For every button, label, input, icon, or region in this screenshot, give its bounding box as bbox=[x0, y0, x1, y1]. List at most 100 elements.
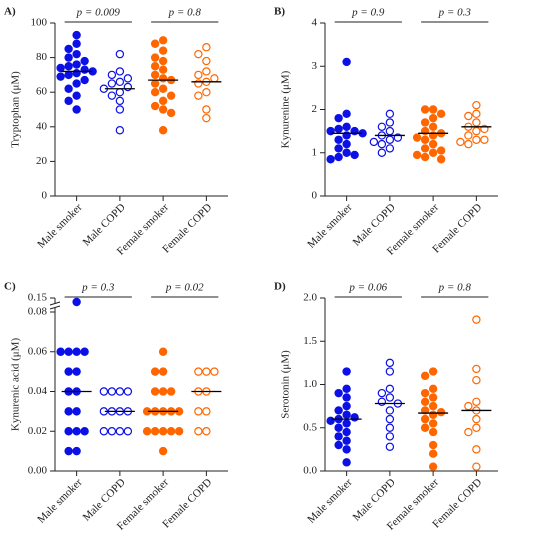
data-point bbox=[326, 155, 335, 164]
data-point bbox=[166, 427, 176, 436]
data-point bbox=[158, 446, 168, 456]
data-point bbox=[420, 105, 430, 114]
data-point bbox=[115, 87, 125, 97]
y-tick-label: 0.04 bbox=[28, 385, 48, 397]
data-point bbox=[350, 413, 359, 422]
data-point bbox=[342, 122, 351, 132]
x-tick-label: Male smoker bbox=[35, 476, 85, 526]
data-point bbox=[385, 432, 395, 441]
data-point bbox=[150, 101, 160, 111]
data-point bbox=[334, 388, 343, 398]
data-point bbox=[115, 427, 125, 436]
data-point bbox=[64, 96, 73, 106]
data-point bbox=[115, 77, 125, 87]
data-point bbox=[342, 410, 351, 419]
data-point bbox=[472, 445, 481, 454]
axis-break bbox=[49, 305, 61, 310]
y-tick-label: 20 bbox=[36, 155, 48, 167]
data-point bbox=[150, 427, 160, 436]
data-point bbox=[342, 109, 351, 119]
data-point bbox=[334, 406, 343, 415]
data-point bbox=[472, 414, 481, 424]
data-point bbox=[412, 133, 422, 142]
data-point bbox=[194, 427, 203, 436]
data-point bbox=[428, 393, 438, 402]
data-point bbox=[377, 139, 387, 149]
data-point bbox=[464, 427, 473, 437]
data-point bbox=[464, 131, 473, 140]
data-point bbox=[342, 148, 351, 157]
data-point bbox=[428, 122, 438, 132]
data-point bbox=[420, 118, 430, 127]
data-point bbox=[158, 65, 168, 74]
data-point bbox=[428, 440, 438, 450]
data-point bbox=[115, 126, 125, 135]
data-point bbox=[115, 96, 125, 106]
data-point bbox=[150, 79, 160, 88]
data-point bbox=[72, 407, 81, 416]
data-point bbox=[385, 384, 395, 394]
data-point bbox=[202, 407, 211, 416]
data-point bbox=[158, 105, 168, 114]
data-point bbox=[107, 70, 117, 80]
axis-break-gap bbox=[49, 304, 61, 308]
data-point bbox=[158, 367, 168, 376]
data-point bbox=[334, 423, 343, 432]
data-point bbox=[123, 82, 133, 92]
data-point bbox=[194, 70, 203, 80]
data-point bbox=[428, 410, 438, 419]
x-tick-label: Male COPD bbox=[351, 476, 398, 523]
data-point bbox=[385, 144, 395, 153]
data-point bbox=[202, 43, 211, 52]
data-point bbox=[107, 427, 117, 436]
y-axis-label: Serotonin (μM) bbox=[280, 350, 292, 419]
data-point bbox=[428, 105, 438, 114]
data-point bbox=[420, 397, 430, 407]
data-point bbox=[150, 62, 160, 71]
data-point bbox=[420, 152, 430, 162]
y-tick-label: 0.0 bbox=[303, 465, 317, 477]
data-point bbox=[342, 436, 351, 445]
data-point bbox=[123, 427, 133, 436]
data-point bbox=[150, 87, 160, 97]
panel: C) Kynurenic acid (μM) 0.00 0.02 0.04 0.06 0.0… bbox=[4, 281, 228, 533]
data-point bbox=[150, 39, 160, 48]
panel-label: D) bbox=[274, 281, 286, 293]
data-point bbox=[428, 113, 438, 123]
data-point bbox=[80, 56, 89, 66]
data-point bbox=[202, 367, 211, 376]
p-value: p = 0.009 bbox=[76, 7, 121, 19]
data-point bbox=[194, 407, 203, 416]
data-point bbox=[326, 416, 335, 426]
data-point bbox=[464, 401, 473, 411]
p-value: p = 0.8 bbox=[438, 282, 472, 294]
data-point bbox=[480, 135, 489, 144]
data-point bbox=[385, 126, 395, 136]
data-point bbox=[342, 367, 351, 376]
data-point bbox=[420, 135, 430, 144]
data-point bbox=[64, 84, 73, 93]
data-point bbox=[142, 427, 152, 436]
data-point bbox=[194, 49, 203, 59]
panel: D) Serotonin (μM) 0.0 0.5 1.0 1.5 2.0 Male smok… bbox=[274, 281, 498, 533]
data-point bbox=[472, 109, 481, 119]
x-tick-label: Male smoker bbox=[35, 201, 85, 251]
data-point bbox=[64, 446, 73, 456]
data-point bbox=[150, 387, 160, 396]
data-point bbox=[412, 150, 422, 160]
data-point bbox=[385, 358, 395, 368]
data-point bbox=[428, 367, 438, 376]
data-point bbox=[107, 91, 117, 100]
data-point bbox=[377, 397, 387, 407]
data-point bbox=[72, 68, 81, 78]
data-point bbox=[334, 432, 343, 441]
data-point bbox=[210, 74, 219, 83]
data-point bbox=[99, 427, 109, 436]
data-point bbox=[385, 118, 395, 127]
data-point bbox=[436, 109, 446, 119]
data-point bbox=[72, 347, 81, 356]
y-axis-label: Kynurenic acid (μM) bbox=[10, 338, 22, 432]
data-point bbox=[72, 79, 81, 88]
y-tick-label: 0.5 bbox=[303, 421, 317, 433]
